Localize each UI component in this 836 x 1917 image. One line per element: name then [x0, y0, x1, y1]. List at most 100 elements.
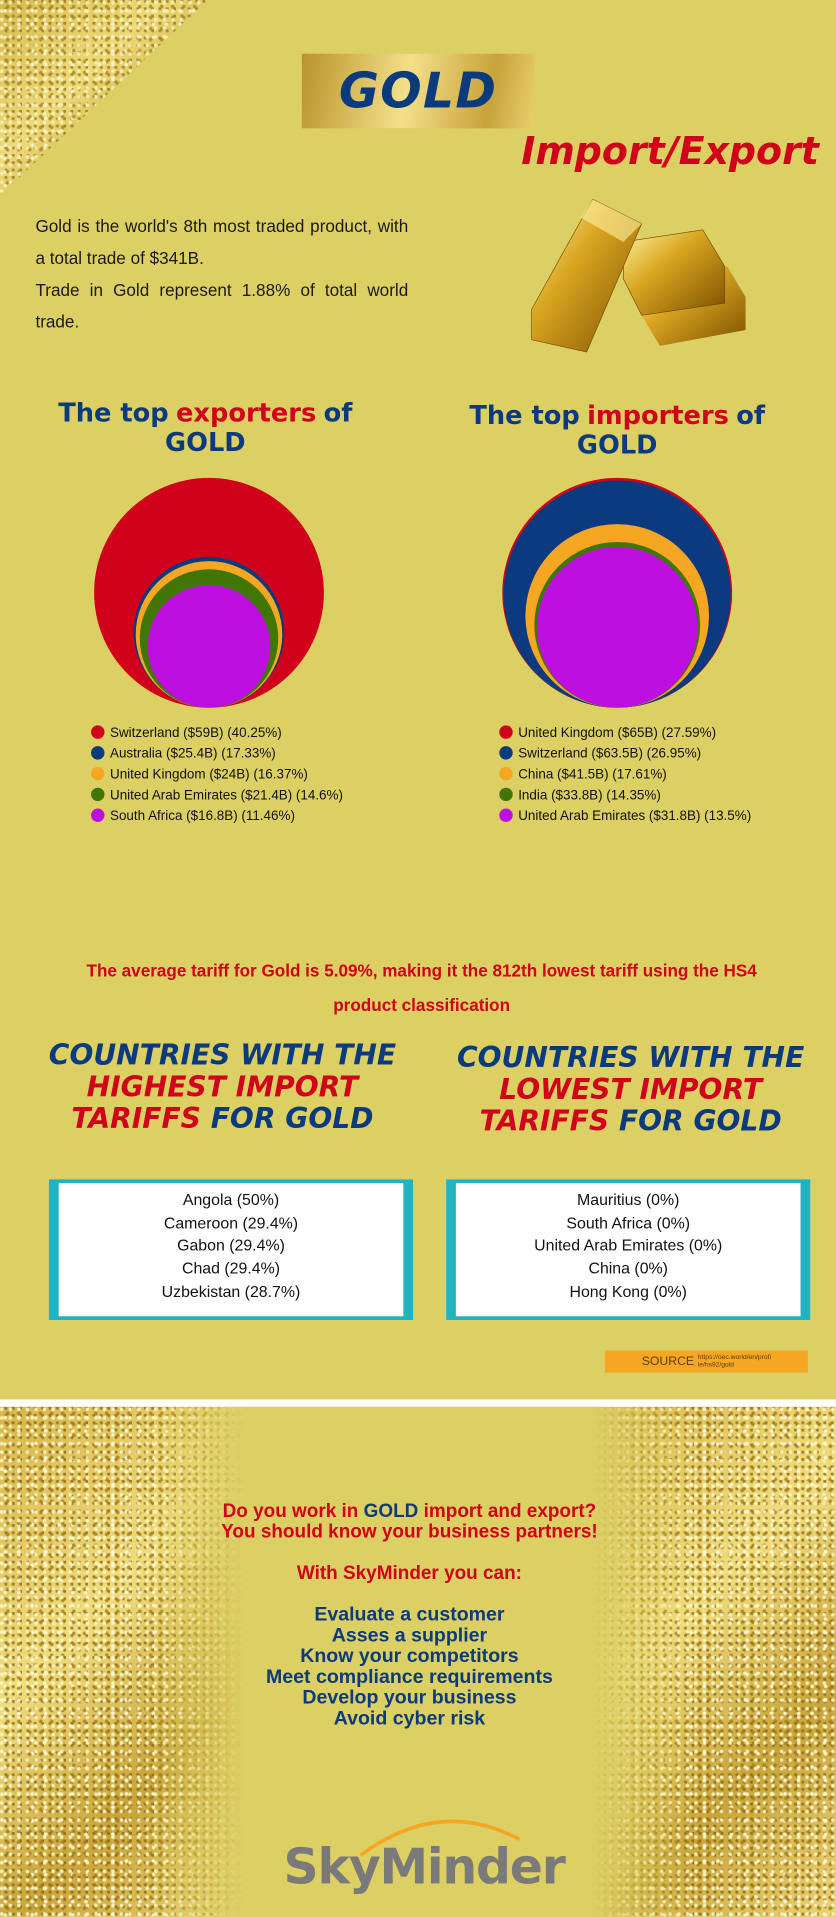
separator [0, 1399, 836, 1407]
legend-value: (16.37%) [253, 767, 308, 782]
legend-value: (14.35%) [606, 787, 661, 802]
legend-dot [91, 787, 105, 802]
title-part: COUNTRIES WITH THE [48, 1040, 397, 1072]
table-row: South Africa (0%) [566, 1213, 691, 1232]
legend-label: India ($33.8B) [518, 787, 602, 802]
legend-label: China ($41.5B) [518, 767, 608, 782]
logo: SkyMinder [283, 1839, 566, 1896]
legend-entry: Switzerland ($63.5B) (26.95%) [518, 746, 701, 761]
legend-dot [499, 787, 513, 802]
gold-bars [531, 198, 746, 353]
header-subtitle: Import/Export [521, 129, 819, 174]
cta-item: Meet compliance requirements [265, 1667, 553, 1688]
legend-dot [91, 746, 105, 760]
legend-value: (27.59%) [662, 725, 717, 740]
table-row: Hong Kong (0%) [569, 1281, 687, 1301]
legend-entry: Australia ($25.4B) (17.33%) [110, 746, 276, 761]
chart-title: The top importers of GOLD [434, 401, 801, 460]
legend-label: Switzerland ($59B) [110, 725, 224, 740]
header-title: GOLD [301, 53, 535, 129]
legend-label: United Kingdom ($24B) [110, 767, 250, 782]
legend-dot [91, 725, 105, 739]
title-part: HIGHEST IMPORT [86, 1071, 359, 1104]
legend-entry: United Kingdom ($65B) (27.59%) [518, 725, 716, 740]
title-part: The top [58, 398, 169, 428]
cta-item: Avoid cyber risk [333, 1708, 486, 1730]
title-part: COUNTRIES WITH THE [457, 1042, 805, 1075]
table-row: China (0%) [588, 1258, 668, 1278]
title-part: TARIFFS [479, 1106, 610, 1138]
legend-label: United Arab Emirates ($31.8B) [518, 808, 700, 823]
cta-lead: With SkyMinder you can: [296, 1563, 522, 1584]
legend-value: (11.46%) [241, 808, 295, 823]
table-row: Uzbekistan (28.7%) [161, 1281, 301, 1301]
circle [147, 585, 271, 708]
cta-item: Know your competitors [300, 1646, 519, 1668]
legend-dot [499, 808, 513, 822]
cta-item: Evaluate a customer [314, 1604, 505, 1626]
legend-value: (14.6%) [296, 787, 343, 802]
title-part: GOLD [165, 427, 246, 458]
chart-title: The top exporters of GOLD [22, 398, 389, 457]
cta-text: Do you work in [222, 1500, 359, 1522]
intro-text: Trade in Gold represent 1.88% of total w… [35, 279, 409, 332]
tariff-table: Mauritius (0%) South Africa (0%) United Ar… [446, 1179, 811, 1320]
chart: United Kingdom ($65B) (27.59%) Switzerland… [499, 477, 751, 823]
title-part: importers [587, 400, 729, 431]
title-part: TARIFFS [71, 1103, 201, 1136]
table-title: COUNTRIES WITH THE LOWEST IMPORT TARIFFS… [435, 1043, 826, 1138]
cta-item: Asses a supplier [331, 1625, 488, 1647]
legend-value: (26.95%) [647, 746, 702, 761]
legend-value: (13.5%) [704, 808, 751, 823]
intro-text: Gold is the world's 8th most traded prod… [35, 216, 409, 268]
source: SOURCE https://oec.world/en/profile/hs92… [604, 1350, 808, 1373]
table-row: United Arab Emirates (0%) [534, 1236, 723, 1255]
legend-entry: United Arab Emirates ($21.4B) (14.6%) [110, 787, 343, 802]
tariff-table: Angola (50%) Cameroon (29.4%) Gabon (29.4%… [48, 1179, 414, 1320]
legend-value: (17.33%) [221, 746, 276, 761]
legend-label: South Africa ($16.8B) [110, 808, 238, 823]
table-row: Cameroon (29.4%) [163, 1213, 299, 1232]
legend-entry: United Kingdom ($24B) (16.37%) [110, 767, 308, 782]
legend-dot [499, 746, 513, 760]
circle [536, 546, 698, 708]
chart: Switzerland ($59B) (40.25%) Australia ($25… [91, 477, 343, 823]
title-part: LOWEST IMPORT [499, 1074, 763, 1107]
legend-entry: United Arab Emirates ($31.8B) (13.5%) [518, 808, 751, 823]
legend-value: (40.25%) [227, 725, 282, 740]
title-part: The top [469, 400, 580, 431]
source-url[interactable]: https://oec.world/en/profile/hs92/gold [697, 1354, 771, 1369]
glitter-right [591, 1406, 836, 1917]
cta-text: import and export? [423, 1500, 597, 1522]
cta-list: Evaluate a customer Asses a supplier Know … [183, 1605, 635, 1730]
glitter-left [0, 1406, 245, 1917]
legend-label: Switzerland ($63.5B) [518, 746, 643, 761]
title-part: of [323, 398, 353, 428]
legend-dot [499, 725, 513, 739]
table-row: Gabon (29.4%) [177, 1236, 285, 1255]
legend-entry: Switzerland ($59B) (40.25%) [110, 725, 282, 740]
title-part: FOR GOLD [210, 1103, 374, 1136]
table-row: Chad (29.4%) [181, 1258, 281, 1278]
legend-dot [91, 808, 105, 822]
title-part: GOLD [576, 430, 658, 460]
table-row: Angola (50%) [182, 1190, 280, 1209]
legend-value: (17.61%) [612, 767, 667, 782]
legend-entry: India ($33.8B) (14.35%) [518, 787, 661, 802]
glitter-corner [0, 0, 208, 196]
cta: Do you work in GOLD import and export? Y… [183, 1501, 635, 1730]
cta-text: You should know your business partners! [221, 1521, 598, 1543]
table-title: COUNTRIES WITH THE HIGHEST IMPORT TARIFF… [27, 1040, 418, 1135]
logo-arc [359, 1819, 521, 1857]
legend-entry: China ($41.5B) (17.61%) [518, 767, 667, 782]
cta-text: GOLD [363, 1500, 419, 1522]
legend-entry: South Africa ($16.8B) (11.46%) [110, 808, 295, 823]
title-part: of [736, 400, 766, 431]
legend-dot [91, 766, 105, 781]
source-label: SOURCE [641, 1354, 695, 1369]
table-row: Mauritius (0%) [576, 1190, 680, 1209]
legend-label: United Arab Emirates ($21.4B) [110, 787, 292, 802]
title-part: FOR GOLD [618, 1106, 782, 1138]
